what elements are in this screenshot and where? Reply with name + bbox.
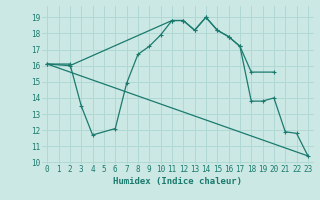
X-axis label: Humidex (Indice chaleur): Humidex (Indice chaleur) — [113, 177, 242, 186]
